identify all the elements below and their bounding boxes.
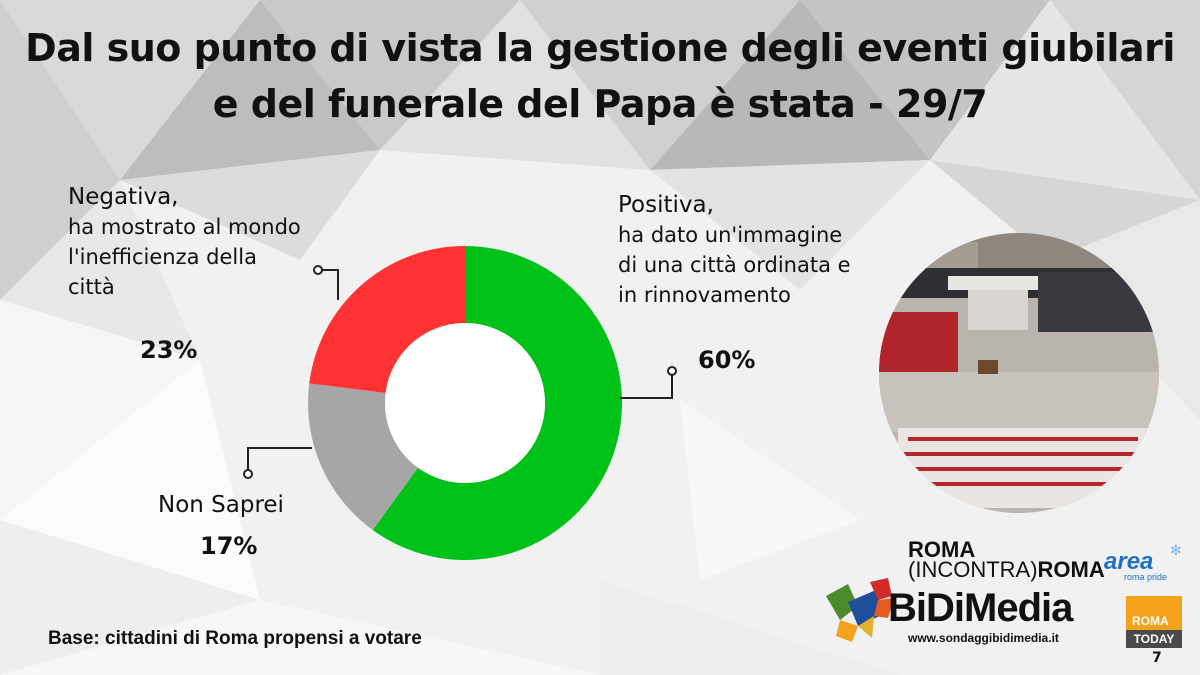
rir-incontra: (INCONTRA) [908,557,1038,582]
label-positiva-line-2: di una città ordinata e [618,253,851,277]
bidimedia-wordmark: BiDiMedia [888,586,1073,630]
title-line-1: Dal suo punto di vista la gestione degli… [25,26,1175,70]
donut-slice-negativa [309,246,465,393]
donut-slice-nonsaprei [308,383,418,531]
roma-today-line-1: ROMA [1132,614,1169,628]
area-roma-pride-logo: area roma pride ✻ [1104,542,1182,582]
st-peters-square-photo [879,233,1159,513]
label-negativa-line-3: città [68,275,115,299]
label-nonsaprei-head: Non Saprei [158,492,284,518]
roma-incontra-roma-logo: ROMA (INCONTRA)ROMA [908,537,1105,582]
label-negativa: Negativa, ha mostrato al mondo l'ineffic… [68,182,301,302]
pct-positiva: 60% [698,346,756,374]
rir-roma: ROMA [1037,557,1105,582]
label-positiva-line-3: in rinnovamento [618,283,791,307]
label-negativa-line-2: l'inefficienza della [68,245,257,269]
page-number: 7 [1152,650,1162,666]
title-line-2: e del funerale del Papa è stata - 29/7 [212,82,988,126]
chart-title: Dal suo punto di vista la gestione degli… [0,20,1200,132]
label-positiva: Positiva, ha dato un'immagine di una cit… [618,190,851,310]
donut-slice-positiva [372,246,622,560]
rir-line-1: ROMA [908,537,976,562]
roma-today-logo: ROMA TODAY [1126,596,1182,648]
roma-today-line-2: TODAY [1126,630,1182,648]
label-nonsaprei: Non Saprei [158,490,284,520]
donut-chart [308,246,622,560]
bidimedia-url: www.sondaggibidimedia.it [908,631,1059,645]
snowflake-icon: ✻ [1170,542,1182,558]
pct-negativa: 23% [140,336,198,364]
bidimedia-rooster-icon [826,578,894,642]
area-text: area [1104,548,1154,575]
label-positiva-line-1: ha dato un'immagine [618,223,843,247]
pct-nonsaprei: 17% [200,532,258,560]
donut-hole [385,323,545,483]
label-negativa-line-1: ha mostrato al mondo [68,215,301,239]
label-negativa-head: Negativa, [68,184,179,210]
rir-line-2: (INCONTRA)ROMA [908,557,1105,582]
base-note: Base: cittadini di Roma propensi a votar… [48,628,422,649]
label-positiva-head: Positiva, [618,192,714,218]
area-sub-text: roma pride [1124,572,1168,582]
